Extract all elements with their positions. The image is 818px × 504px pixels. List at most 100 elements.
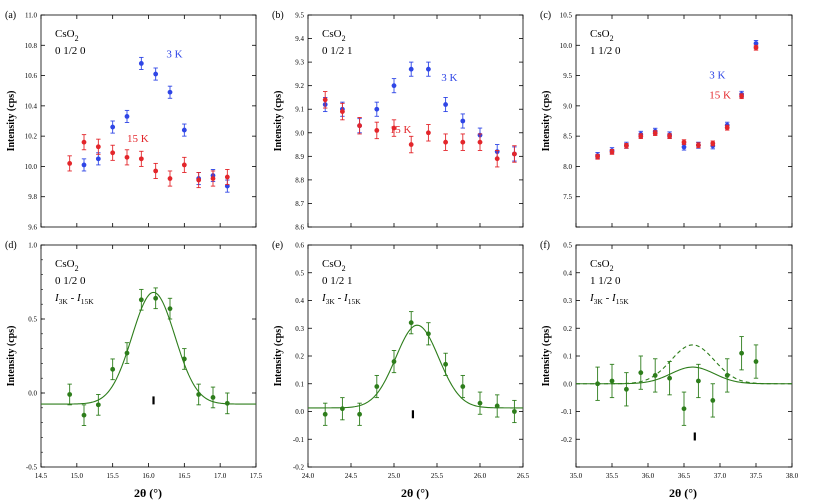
y-tick-label: -0.1 bbox=[561, 408, 573, 416]
data-point-blue bbox=[443, 102, 448, 107]
data-point-red bbox=[67, 161, 73, 166]
diff-symbol-2: I bbox=[343, 292, 349, 304]
data-point-green bbox=[153, 295, 159, 301]
y-tick-label: 0.5 bbox=[563, 242, 572, 250]
compound-name: CsO bbox=[55, 258, 75, 270]
data-point-green bbox=[138, 297, 144, 303]
y-axis-label: Intensity (cps) bbox=[6, 326, 17, 387]
reflection-label: 0 1/2 1 bbox=[322, 275, 353, 287]
data-point-red bbox=[753, 45, 759, 51]
compound-name: CsO bbox=[590, 28, 610, 40]
data-point-green bbox=[443, 361, 448, 367]
diff-subscript-2: 15K bbox=[616, 297, 630, 306]
y-tick-label: 0.0 bbox=[563, 380, 572, 388]
gaussian-fit bbox=[576, 366, 792, 385]
data-point-green bbox=[681, 406, 687, 412]
data-point-red bbox=[408, 142, 414, 147]
diff-subscript-1: 3K bbox=[594, 297, 604, 306]
data-point-red bbox=[153, 168, 159, 174]
data-point-red bbox=[391, 125, 397, 131]
reflection-label: 1 1/2 0 bbox=[590, 275, 621, 287]
y-tick-label: -0.2 bbox=[561, 436, 573, 444]
y-tick-label: 9.2 bbox=[295, 82, 304, 90]
reflection-label: 0 1/2 0 bbox=[55, 275, 86, 287]
y-tick-label: 8.8 bbox=[295, 176, 304, 184]
data-point-red bbox=[374, 128, 380, 133]
y-tick-label: 10.0 bbox=[25, 163, 38, 171]
y-tick-label: 0.4 bbox=[295, 297, 304, 305]
compound-name: CsO bbox=[322, 28, 342, 40]
x-tick-label: 25.0 bbox=[388, 472, 401, 480]
gaussian-fit-dashed bbox=[576, 344, 792, 385]
data-point-blue bbox=[460, 118, 466, 124]
plot-frame bbox=[307, 14, 524, 228]
panel-label: (c) bbox=[540, 10, 551, 21]
data-point-red bbox=[681, 139, 687, 145]
y-tick-label: 10.2 bbox=[25, 133, 38, 141]
compound-label: CsO2 bbox=[55, 28, 79, 43]
diff-minus: - bbox=[335, 292, 344, 304]
y-tick-label: 0.3 bbox=[295, 325, 304, 333]
data-point-green bbox=[374, 384, 380, 389]
compound-label: CsO2 bbox=[55, 258, 79, 273]
y-tick-label: 0.3 bbox=[563, 297, 572, 305]
data-point-red bbox=[652, 130, 658, 136]
diff-symbol-1: I bbox=[54, 292, 60, 304]
data-point-red bbox=[196, 177, 202, 183]
data-point-green bbox=[477, 400, 483, 406]
data-point-blue bbox=[110, 124, 116, 130]
data-point-green bbox=[224, 400, 230, 406]
compound-name: CsO bbox=[590, 258, 610, 270]
data-point-blue bbox=[95, 156, 101, 162]
y-tick-label: -0.1 bbox=[293, 436, 305, 444]
data-point-red bbox=[609, 149, 615, 155]
data-point-red bbox=[739, 93, 744, 99]
x-tick-label: 26.5 bbox=[517, 472, 530, 480]
series-label-red: 15 K bbox=[390, 124, 412, 136]
data-point-red bbox=[322, 97, 328, 103]
x-tick-label: 25.5 bbox=[431, 472, 444, 480]
y-tick-label: 0.6 bbox=[295, 242, 304, 250]
y-tick-label: 0.0 bbox=[28, 390, 37, 398]
data-point-blue bbox=[753, 41, 759, 46]
y-tick-label: 0.2 bbox=[563, 325, 572, 333]
y-tick-label: 10.4 bbox=[25, 102, 38, 110]
data-point-green bbox=[408, 320, 414, 326]
data-point-green bbox=[210, 395, 216, 400]
data-point-blue bbox=[81, 162, 87, 168]
diff-subscript-1: 3K bbox=[59, 297, 69, 306]
panel-a: 9.6 9.8 10.0 10.2 10.4 10.6 10.8 11.0 Intensity … bbox=[5, 10, 257, 232]
diff-minus: - bbox=[603, 292, 612, 304]
y-tick-label: 7.5 bbox=[563, 193, 572, 201]
data-point-green bbox=[426, 331, 431, 337]
data-point-green bbox=[391, 359, 397, 364]
compound-name: CsO bbox=[322, 258, 342, 270]
x-tick-label: 17.5 bbox=[250, 472, 263, 480]
data-point-red bbox=[357, 123, 362, 129]
data-point-blue bbox=[167, 89, 173, 95]
gaussian-fit bbox=[41, 291, 256, 405]
data-point-red bbox=[477, 139, 483, 145]
data-point-red bbox=[667, 133, 672, 139]
difference-label: I3K - I15K bbox=[54, 292, 94, 306]
diff-subscript-2: 15K bbox=[81, 297, 95, 306]
panel-label: (b) bbox=[272, 10, 284, 21]
data-point-red bbox=[512, 151, 517, 157]
y-tick-label: 0.1 bbox=[295, 380, 304, 388]
data-point-green bbox=[460, 384, 466, 389]
data-point-green bbox=[95, 402, 101, 408]
y-tick-label: 10.6 bbox=[25, 72, 38, 80]
y-tick-label: 9.5 bbox=[563, 72, 572, 80]
y-tick-label: 8.0 bbox=[563, 163, 572, 171]
reflection-label: 0 1/2 1 bbox=[322, 45, 353, 57]
y-axis-label: Intensity (cps) bbox=[6, 91, 17, 152]
diff-symbol-1: I bbox=[589, 292, 595, 304]
y-tick-label: 8.9 bbox=[295, 153, 304, 161]
compound-subscript: 2 bbox=[75, 264, 79, 273]
data-point-red bbox=[494, 156, 500, 162]
diff-symbol-2: I bbox=[611, 292, 617, 304]
data-point-green bbox=[652, 373, 658, 378]
diff-symbol-2: I bbox=[76, 292, 82, 304]
y-axis-label: Intensity (cps) bbox=[273, 326, 284, 387]
data-point-red bbox=[81, 139, 87, 145]
